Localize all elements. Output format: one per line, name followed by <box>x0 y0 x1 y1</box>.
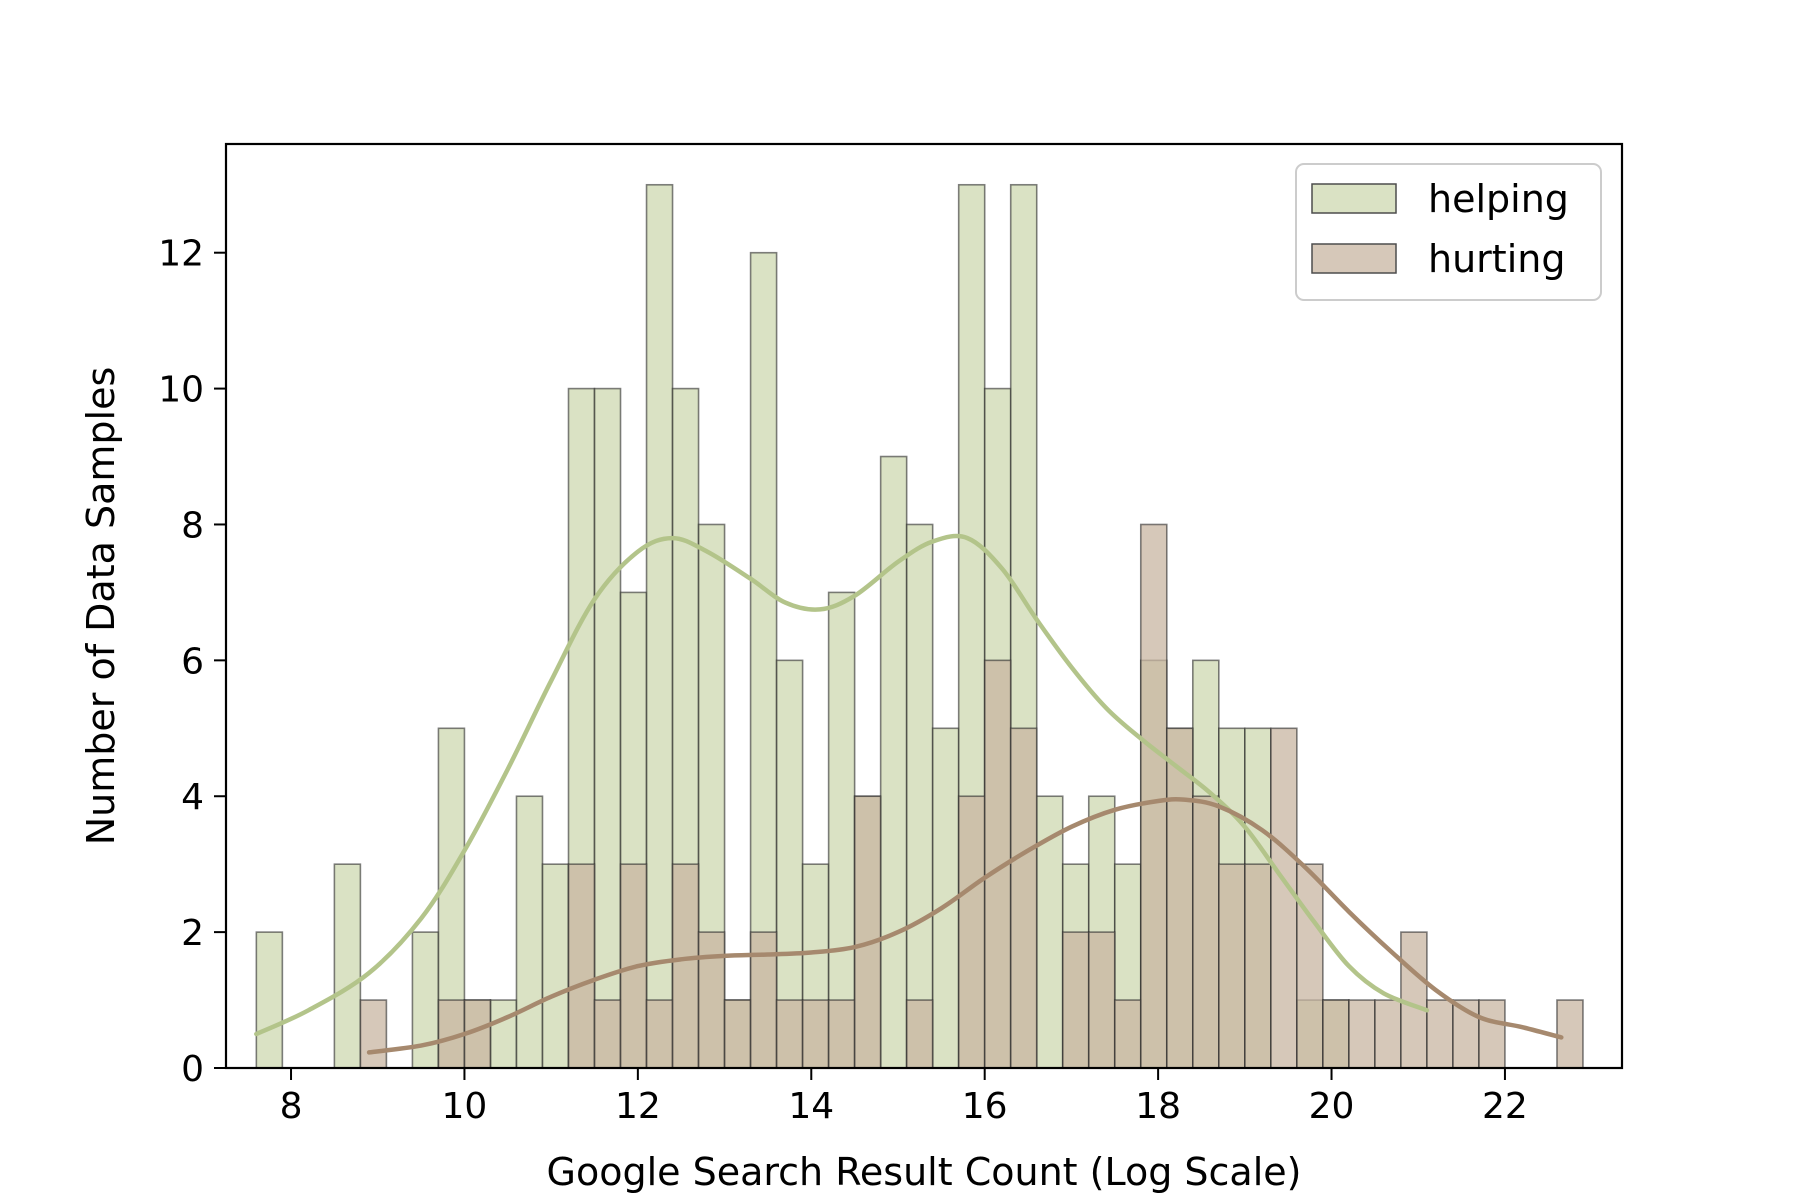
legend-swatch-helping <box>1311 183 1397 214</box>
x-axis-title: Google Search Result Count (Log Scale) <box>547 1150 1302 1194</box>
bar-hurting-12 <box>567 863 596 1069</box>
bar-hurting-25 <box>905 999 934 1069</box>
bar-hurting-47 <box>1478 999 1506 1069</box>
bar-hurting-36 <box>1191 795 1220 1069</box>
bar-hurting-23 <box>853 795 882 1069</box>
bar-hurting-45 <box>1426 999 1454 1069</box>
legend-swatch-hurting <box>1311 243 1397 274</box>
bar-hurting-22 <box>827 999 856 1069</box>
x-tick-label-12: 12 <box>615 1086 661 1127</box>
bar-helping-25 <box>905 523 934 1069</box>
bar-hurting-21 <box>801 999 830 1069</box>
bar-hurting-37 <box>1218 863 1246 1069</box>
bar-hurting-41 <box>1322 999 1350 1069</box>
bar-hurting-29 <box>1009 727 1038 1069</box>
bar-hurting-33 <box>1113 999 1142 1069</box>
bar-helping-22 <box>827 591 856 1069</box>
x-tick-label-14: 14 <box>788 1086 834 1127</box>
bar-hurting-20 <box>775 999 804 1069</box>
bar-hurting-15 <box>645 999 674 1069</box>
y-tick-label-8: 8 <box>181 505 204 546</box>
bar-helping-13 <box>593 387 622 1069</box>
legend: helping hurting <box>1295 163 1602 301</box>
bar-hurting-43 <box>1374 999 1402 1069</box>
bar-hurting-35 <box>1165 727 1194 1069</box>
bar-helping-0 <box>255 931 284 1069</box>
bar-hurting-16 <box>671 863 700 1069</box>
bar-hurting-40 <box>1296 863 1324 1069</box>
y-tick-label-4: 4 <box>181 777 204 818</box>
bar-helping-11 <box>541 863 570 1069</box>
bars-layer <box>255 183 1584 1069</box>
y-tick-label-6: 6 <box>181 641 204 682</box>
bar-hurting-31 <box>1061 931 1090 1069</box>
y-tick-label-12: 12 <box>158 234 204 275</box>
y-tick-label-0: 0 <box>181 1049 204 1090</box>
bar-helping-3 <box>333 863 362 1069</box>
kde-layer <box>254 533 1564 1055</box>
x-axis: 8 10 12 14 16 18 20 22 <box>280 1068 1528 1127</box>
x-tick-label-8: 8 <box>280 1086 303 1127</box>
x-tick-label-10: 10 <box>442 1086 488 1127</box>
bar-hurting-27 <box>957 795 986 1069</box>
y-tick-label-2: 2 <box>181 913 204 954</box>
kde-curve-hurting <box>366 796 1564 1055</box>
bar-helping-15 <box>645 183 674 1069</box>
bar-helping-10 <box>515 795 544 1069</box>
bar-hurting-4 <box>359 999 388 1069</box>
bar-helping-24 <box>879 455 908 1069</box>
y-axis-title: Number of Data Samples <box>79 367 123 846</box>
bar-hurting-32 <box>1087 931 1116 1069</box>
bar-hurting-50 <box>1556 999 1584 1069</box>
x-tick-label-16: 16 <box>962 1086 1008 1127</box>
bar-hurting-42 <box>1348 999 1376 1069</box>
legend-label-helping: helping <box>1428 177 1569 221</box>
bar-hurting-13 <box>593 999 622 1069</box>
y-tick-label-10: 10 <box>158 370 204 411</box>
bar-hurting-18 <box>723 999 752 1069</box>
bar-hurting-38 <box>1244 863 1272 1069</box>
bar-hurting-39 <box>1270 727 1298 1069</box>
plot-area-frame <box>224 142 1624 1070</box>
kde-curve-helping <box>254 533 1430 1037</box>
x-tick-label-18: 18 <box>1135 1086 1181 1127</box>
x-tick-label-20: 20 <box>1309 1086 1355 1127</box>
x-tick-label-22: 22 <box>1482 1086 1528 1127</box>
y-axis: 0 2 4 6 8 10 12 <box>158 234 226 1090</box>
bar-hurting-17 <box>697 931 726 1069</box>
legend-label-hurting: hurting <box>1428 237 1565 281</box>
bar-helping-9 <box>489 999 518 1069</box>
bar-hurting-34 <box>1139 523 1168 1069</box>
